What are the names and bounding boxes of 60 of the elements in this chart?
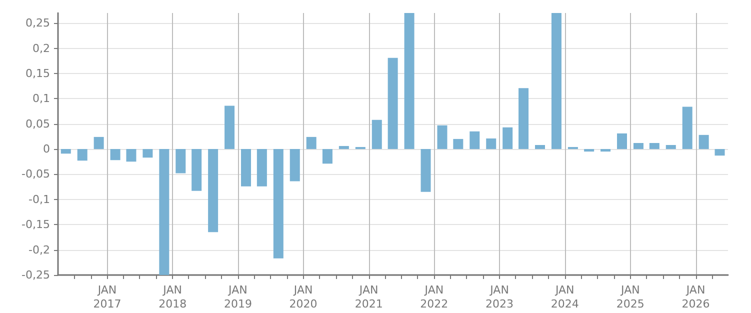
bar xyxy=(518,88,529,150)
x-tick-label: JAN 2024 xyxy=(550,284,579,310)
bar xyxy=(617,133,628,150)
bar xyxy=(502,127,513,150)
bar xyxy=(600,149,611,152)
y-tick-label: 0,15 xyxy=(26,66,50,80)
bar xyxy=(322,149,332,164)
bar xyxy=(633,142,644,150)
bar xyxy=(714,149,725,156)
bar xyxy=(176,149,186,174)
bar xyxy=(306,136,316,150)
x-tick-label: JAN 2022 xyxy=(420,284,448,310)
y-tick-label: -0,25 xyxy=(22,268,50,282)
x-tick-label: JAN 2025 xyxy=(616,284,644,310)
bar xyxy=(273,149,284,258)
bar xyxy=(437,125,448,150)
bar xyxy=(224,106,235,150)
bar xyxy=(60,149,71,154)
bar xyxy=(142,149,153,158)
bar xyxy=(584,149,594,152)
x-tick-label: JAN 2020 xyxy=(289,284,318,310)
bar xyxy=(192,149,202,191)
bar xyxy=(551,13,562,150)
x-tick-label: JAN 2021 xyxy=(354,284,383,310)
bar xyxy=(388,58,398,150)
bar xyxy=(94,136,104,150)
bar xyxy=(110,149,120,160)
bar xyxy=(666,145,676,150)
bar xyxy=(682,106,692,150)
y-tick-label: -0,1 xyxy=(28,192,50,206)
bar xyxy=(372,120,382,150)
bar xyxy=(698,134,709,150)
y-tick-label: -0,2 xyxy=(28,243,50,256)
bar xyxy=(159,149,170,275)
bar xyxy=(649,142,660,150)
x-tick-label: JAN 2023 xyxy=(486,284,514,310)
bar xyxy=(208,149,218,232)
x-tick-label: JAN 2019 xyxy=(224,284,252,310)
x-tick-label: JAN 2026 xyxy=(682,284,710,310)
bar xyxy=(486,138,496,150)
bar xyxy=(290,149,300,182)
x-tick-label: JAN 2018 xyxy=(158,284,187,310)
bar xyxy=(338,146,349,150)
bar xyxy=(77,149,88,161)
y-tick-label: 0,2 xyxy=(32,42,50,55)
y-tick-label: 0,1 xyxy=(32,92,50,106)
x-tick-label: JAN 2017 xyxy=(93,284,122,310)
bar xyxy=(404,13,414,150)
bar xyxy=(453,138,464,150)
y-tick-label: -0,15 xyxy=(22,218,50,232)
bar xyxy=(241,149,251,186)
bar xyxy=(470,131,480,150)
bar xyxy=(535,145,545,150)
y-tick-label: 0,25 xyxy=(26,16,50,30)
y-tick-label: 0,05 xyxy=(26,117,50,130)
bar xyxy=(126,149,136,162)
bar xyxy=(256,149,267,186)
y-tick-label: 0 xyxy=(43,142,50,156)
bar xyxy=(420,149,431,192)
y-tick-label: -0,05 xyxy=(22,168,50,181)
